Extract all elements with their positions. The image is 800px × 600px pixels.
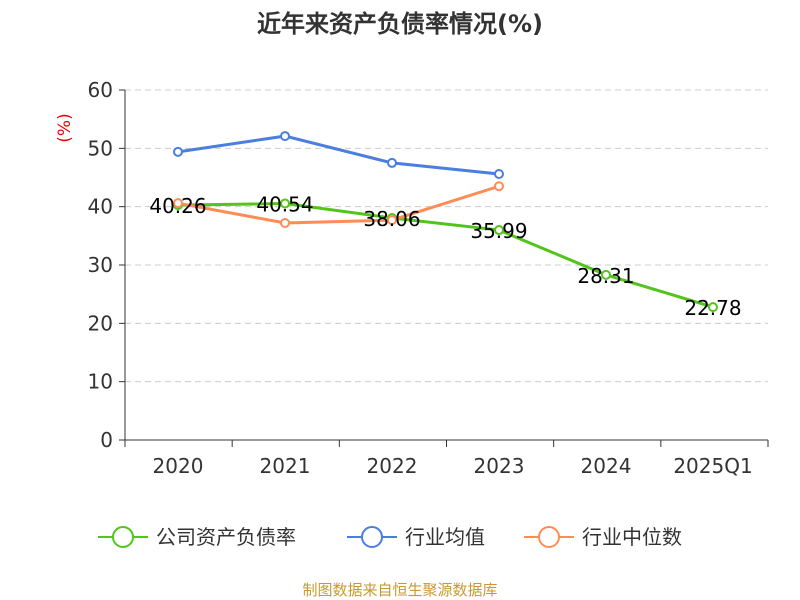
y-tick-label: 60 xyxy=(88,78,113,102)
legend-item[interactable]: 公司资产负债率 xyxy=(98,525,296,549)
y-tick-label: 0 xyxy=(100,428,113,452)
series-line xyxy=(177,184,500,225)
data-point[interactable] xyxy=(494,181,504,192)
y-tick-label: 40 xyxy=(88,195,113,219)
data-point[interactable] xyxy=(173,198,183,209)
legend-label: 行业均值 xyxy=(405,525,485,549)
y-tick-label: 20 xyxy=(88,311,113,335)
data-point[interactable] xyxy=(280,131,290,142)
data-point[interactable] xyxy=(601,269,611,280)
y-tick-label: 10 xyxy=(88,370,113,394)
data-point[interactable] xyxy=(280,218,290,228)
chart-title: 近年来资产负债率情况(%) xyxy=(257,10,543,38)
x-tick-label: 2024 xyxy=(581,454,632,478)
data-label: 22.78 xyxy=(684,296,741,320)
series-line xyxy=(177,202,714,309)
x-tick-label: 2023 xyxy=(474,454,525,478)
y-tick-label: 50 xyxy=(88,136,113,160)
data-point[interactable] xyxy=(280,198,290,209)
legend-marker-icon xyxy=(361,526,383,548)
y-axis-label: (%) xyxy=(55,113,75,142)
data-point[interactable] xyxy=(173,146,183,157)
data-point[interactable] xyxy=(387,215,397,226)
x-tick-label: 2022 xyxy=(367,454,418,478)
data-label: 40.26 xyxy=(149,194,206,218)
legend-label: 公司资产负债率 xyxy=(156,525,296,549)
data-label: 40.54 xyxy=(256,193,313,217)
x-tick-label: 2020 xyxy=(153,454,204,478)
x-tick-label: 2021 xyxy=(260,454,311,478)
data-label: 38.06 xyxy=(363,207,420,231)
data-point[interactable] xyxy=(387,157,397,168)
legend-item[interactable]: 行业中位数 xyxy=(524,525,682,549)
legend-marker-icon xyxy=(112,526,134,548)
data-label: 35.99 xyxy=(470,219,527,243)
data-label: 28.31 xyxy=(577,264,634,288)
y-tick-label: 30 xyxy=(88,253,113,277)
x-tick-label: 2025Q1 xyxy=(673,454,752,478)
legend-marker-icon xyxy=(538,526,560,548)
series-line xyxy=(177,134,500,176)
source-note: 制图数据来自恒生聚源数据库 xyxy=(302,581,497,599)
legend-item[interactable]: 行业均值 xyxy=(347,525,485,549)
data-point[interactable] xyxy=(708,302,718,313)
legend-label: 行业中位数 xyxy=(582,525,682,549)
data-point[interactable] xyxy=(494,225,504,236)
data-point[interactable] xyxy=(494,169,504,179)
